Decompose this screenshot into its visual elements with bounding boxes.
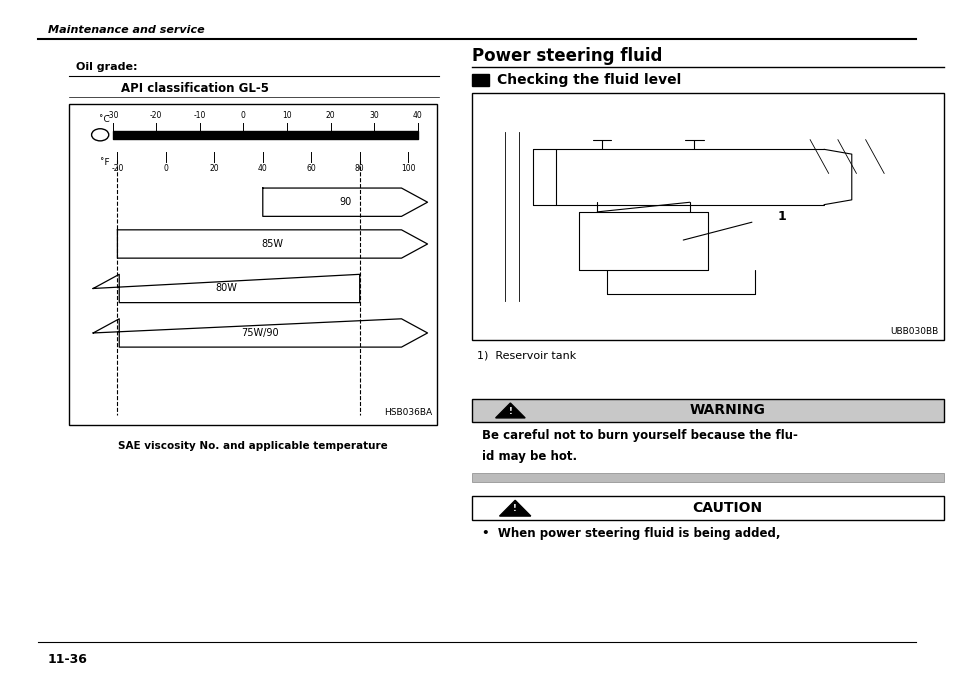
Text: Power steering fluid: Power steering fluid	[472, 47, 662, 65]
Text: -30: -30	[106, 111, 119, 120]
Polygon shape	[496, 403, 524, 418]
Text: 40: 40	[413, 111, 422, 120]
Text: HSB036BA: HSB036BA	[384, 408, 432, 417]
Text: 20: 20	[326, 111, 335, 120]
Text: 80: 80	[355, 164, 364, 173]
Text: 80W: 80W	[215, 284, 237, 293]
Bar	[472, 496, 943, 520]
Polygon shape	[93, 319, 427, 347]
Polygon shape	[262, 188, 427, 216]
Text: 1: 1	[778, 210, 786, 223]
Text: ˚F: ˚F	[100, 158, 110, 167]
Bar	[472, 399, 943, 422]
Text: 40: 40	[257, 164, 268, 173]
Text: UBB030BB: UBB030BB	[889, 328, 938, 336]
Polygon shape	[93, 274, 359, 303]
Text: SAE viscosity No. and applicable temperature: SAE viscosity No. and applicable tempera…	[118, 441, 387, 452]
Bar	[472, 93, 943, 340]
Text: 90: 90	[338, 197, 351, 207]
Text: 0: 0	[163, 164, 168, 173]
Polygon shape	[117, 230, 427, 258]
Text: 20: 20	[210, 164, 219, 173]
Text: 85W: 85W	[261, 239, 283, 249]
Text: WARNING: WARNING	[689, 404, 764, 417]
Text: 1)  Reservoir tank: 1) Reservoir tank	[476, 350, 576, 361]
Text: -20: -20	[112, 164, 124, 173]
Text: ˚C: ˚C	[99, 115, 110, 125]
FancyBboxPatch shape	[69, 104, 436, 425]
Text: !: !	[513, 504, 517, 514]
Text: 75W/90: 75W/90	[241, 328, 279, 338]
Text: 60: 60	[306, 164, 315, 173]
Text: •  When power steering fluid is being added,: • When power steering fluid is being add…	[481, 527, 780, 540]
Bar	[472, 473, 943, 482]
Text: 10: 10	[282, 111, 292, 120]
Text: Be careful not to burn yourself because the flu-: Be careful not to burn yourself because …	[481, 429, 797, 441]
Text: !: !	[508, 406, 512, 416]
Text: Oil grade:: Oil grade:	[76, 63, 137, 72]
Text: API classification GL-5: API classification GL-5	[121, 82, 269, 96]
Text: -20: -20	[150, 111, 162, 120]
Text: 100: 100	[400, 164, 415, 173]
Text: CAUTION: CAUTION	[692, 501, 761, 515]
Text: 11-36: 11-36	[48, 652, 88, 666]
Text: Checking the fluid level: Checking the fluid level	[497, 73, 680, 86]
Bar	[472, 74, 489, 86]
Text: 0: 0	[241, 111, 246, 120]
Text: -10: -10	[193, 111, 206, 120]
Polygon shape	[499, 500, 530, 516]
Text: id may be hot.: id may be hot.	[481, 450, 577, 463]
Text: 30: 30	[369, 111, 378, 120]
Text: Maintenance and service: Maintenance and service	[48, 25, 204, 34]
